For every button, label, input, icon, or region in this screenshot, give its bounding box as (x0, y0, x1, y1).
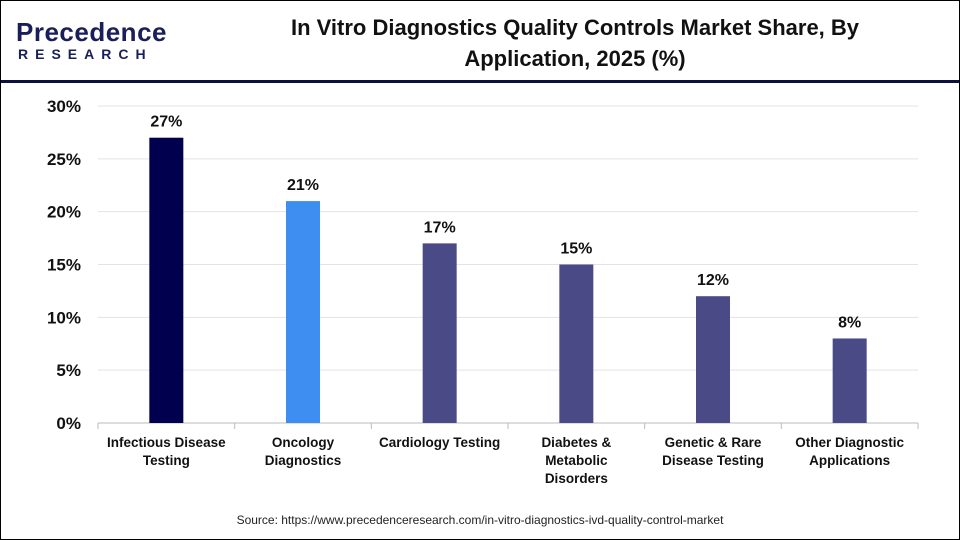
x-tick-label: Testing (143, 453, 190, 468)
bar (696, 296, 730, 423)
data-label: 8% (838, 314, 861, 331)
x-tick-label: Metabolic (545, 453, 608, 468)
logo: Precedence RESEARCH (16, 18, 166, 66)
y-tick-label: 10% (47, 308, 81, 327)
x-tick-label: Applications (809, 453, 890, 468)
bar (286, 201, 320, 423)
data-label: 21% (287, 177, 319, 194)
logo-text-top: Precedence (16, 17, 167, 47)
data-label: 17% (424, 219, 456, 236)
bar (149, 137, 184, 423)
x-tick-label: Oncology (272, 435, 335, 450)
data-label: 12% (697, 272, 729, 289)
x-tick-label: Cardiology Testing (379, 435, 500, 450)
bar (559, 264, 594, 423)
source-note: Source: https://www.precedenceresearch.c… (236, 513, 724, 527)
bar (832, 338, 867, 423)
y-tick-label: 25% (47, 150, 81, 169)
data-label: 27% (150, 114, 182, 131)
chart-title: In Vitro Diagnostics Quality Controls Ma… (290, 15, 860, 71)
header-divider (1, 80, 959, 83)
y-tick-label: 15% (47, 256, 81, 275)
x-tick-label: Other Diagnostic (795, 435, 904, 450)
x-tick-label: Disorders (545, 471, 608, 486)
x-tick-label: Diabetes & (541, 435, 611, 450)
bar (422, 243, 457, 423)
y-tick-label: 30% (47, 97, 81, 116)
x-tick-label: Infectious Disease (107, 435, 226, 450)
data-label: 15% (560, 241, 592, 258)
x-tick-label: Diagnostics (265, 453, 342, 468)
y-tick-label: 20% (47, 203, 81, 222)
x-tick-label: Genetic & Rare (665, 435, 762, 450)
x-tick-label: Disease Testing (662, 453, 764, 468)
y-tick-label: 0% (56, 414, 81, 433)
y-tick-label: 5% (56, 361, 81, 380)
logo-text-bottom: RESEARCH (18, 46, 153, 62)
